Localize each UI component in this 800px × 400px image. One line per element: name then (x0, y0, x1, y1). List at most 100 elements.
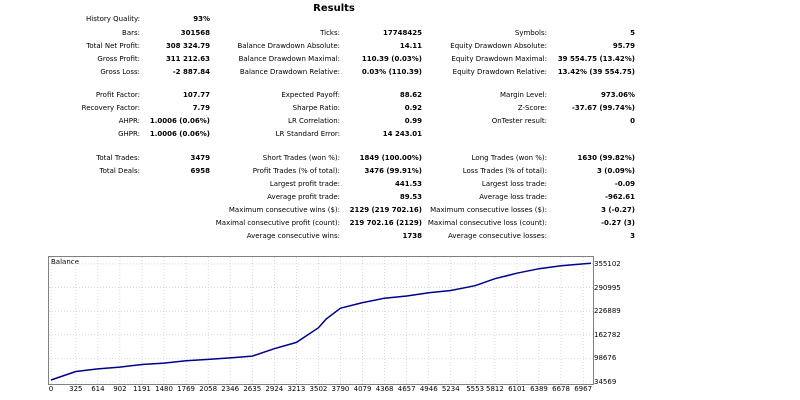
stat-value: 1849 (100.00%) (359, 154, 422, 162)
stat-value: -0.27 (3) (601, 219, 635, 227)
stat-label: Long Trades (won %): (471, 154, 547, 162)
stat-value: 3476 (99.91%) (364, 167, 422, 175)
stat-value: 308 324.79 (165, 42, 210, 50)
stat-label: Maximal consecutive loss (count): (427, 219, 547, 227)
stat-value: 0.03% (110.39) (361, 68, 422, 76)
stat-label: Bars: (122, 29, 140, 37)
stat-label: Average profit trade: (267, 193, 340, 201)
stat-value: 1.0006 (0.06%) (149, 117, 210, 125)
stat-label: LR Correlation: (288, 117, 340, 125)
stat-label: OnTester result: (491, 117, 547, 125)
stat-value: 973.06% (600, 91, 635, 99)
stat-label: Average loss trade: (479, 193, 547, 201)
stat-label: GHPR: (118, 130, 140, 138)
chart-title: Balance (51, 258, 79, 266)
stat-value: 7.79 (192, 104, 210, 112)
stat-value: -2 887.84 (172, 68, 210, 76)
stat-label: Balance Drawdown Maximal: (238, 55, 340, 63)
stat-value: 110.39 (0.03%) (361, 55, 422, 63)
x-tick-label: 2346 (221, 385, 240, 393)
stat-value: 0 (630, 117, 635, 125)
balance-chart: Balance (48, 256, 594, 385)
stat-label: Profit Trades (% of total): (252, 167, 340, 175)
stat-label: Equity Drawdown Absolute: (450, 42, 547, 50)
stat-label: Gross Profit: (97, 55, 140, 63)
x-tick-label: 4079 (353, 385, 372, 393)
stat-value: 13.42% (39 554.75) (557, 68, 635, 76)
stat-value: 6958 (190, 167, 210, 175)
stat-label: LR Standard Error: (275, 130, 340, 138)
stat-value: -0.09 (614, 180, 635, 188)
stat-label: Largest loss trade: (481, 180, 547, 188)
x-tick-label: 1480 (155, 385, 173, 393)
stat-label: Symbols: (514, 29, 547, 37)
stat-value: 3 (0.09%) (597, 167, 635, 175)
stat-value: 1738 (402, 232, 422, 240)
stat-label: Loss Trades (% of total): (462, 167, 547, 175)
stat-label: History Quality: (86, 15, 140, 23)
stat-value: 88.62 (399, 91, 422, 99)
stat-value: 311 212.63 (165, 55, 210, 63)
stat-label: Ticks: (320, 29, 340, 37)
x-tick-label: 2924 (265, 385, 284, 393)
stat-value: 5 (630, 29, 635, 37)
stat-value: 1.0006 (0.06%) (149, 130, 210, 138)
x-tick-label: 902 (113, 385, 127, 393)
x-tick-label: 4946 (419, 385, 438, 393)
stat-value: 14.11 (399, 42, 422, 50)
stat-value: 0.92 (404, 104, 422, 112)
stat-label: Balance Drawdown Absolute: (237, 42, 341, 50)
stat-value: 14 243.01 (382, 130, 422, 138)
stat-value: 3 (630, 232, 635, 240)
x-tick-label: 325 (69, 385, 83, 393)
stat-label: Z-Score: (517, 104, 547, 112)
stat-label: Gross Loss: (100, 68, 140, 76)
stat-label: Equity Drawdown Relative: (452, 68, 547, 76)
stat-label: Equity Drawdown Maximal: (451, 55, 547, 63)
y-tick-label: 290995 (594, 283, 621, 292)
x-tick-label: 5553 (466, 385, 485, 393)
balance-line (50, 262, 592, 381)
stat-value: 17748425 (383, 29, 422, 37)
y-tick-label: 162782 (594, 330, 621, 339)
x-tick-label: 614 (91, 385, 105, 393)
stat-label: Balance Drawdown Relative: (239, 68, 340, 76)
y-tick-label: 226889 (594, 307, 621, 316)
x-tick-label: 6967 (574, 385, 593, 393)
x-tick-label: 5234 (441, 385, 460, 393)
stat-label: Recovery Factor: (81, 104, 140, 112)
stat-label: Expected Payoff: (281, 91, 340, 99)
stat-label: Margin Level: (500, 91, 547, 99)
x-tick-label: 5812 (485, 385, 504, 393)
stat-value: 95.79 (612, 42, 635, 50)
stat-value: 3479 (190, 154, 210, 162)
stat-value: 2129 (219 702.16) (349, 206, 422, 214)
stat-label: Profit Factor: (95, 91, 140, 99)
stat-value: 219 702.16 (2129) (349, 219, 422, 227)
stat-value: 441.53 (394, 180, 422, 188)
stat-label: Average consecutive losses: (448, 232, 547, 240)
results-title: Results (313, 3, 355, 14)
stat-label: Maximal consecutive profit (count): (215, 219, 340, 227)
stat-label: Maximum consecutive losses ($): (430, 206, 547, 214)
stat-label: AHPR: (118, 117, 140, 125)
stat-label: Average consecutive wins: (246, 232, 340, 240)
stat-value: 1630 (99.82%) (577, 154, 635, 162)
x-tick-label: 3790 (331, 385, 350, 393)
x-tick-label: 4657 (397, 385, 416, 393)
balance-chart-svg (49, 257, 593, 384)
stat-label: Total Trades: (96, 154, 140, 162)
stat-label: Short Trades (won %): (262, 154, 340, 162)
x-tick-label: 0 (48, 385, 54, 393)
x-tick-label: 6101 (508, 385, 526, 393)
stat-value: 39 554.75 (13.42%) (557, 55, 635, 63)
x-tick-label: 2058 (199, 385, 218, 393)
stat-value: 301568 (180, 29, 210, 37)
stat-value: 0.99 (404, 117, 422, 125)
stat-label: Sharpe Ratio: (292, 104, 340, 112)
stat-label: Total Deals: (99, 167, 140, 175)
x-tick-label: 1191 (133, 385, 151, 393)
y-tick-label: 355102 (594, 259, 621, 268)
x-tick-label: 6678 (552, 385, 570, 393)
x-tick-label: 4368 (375, 385, 394, 393)
